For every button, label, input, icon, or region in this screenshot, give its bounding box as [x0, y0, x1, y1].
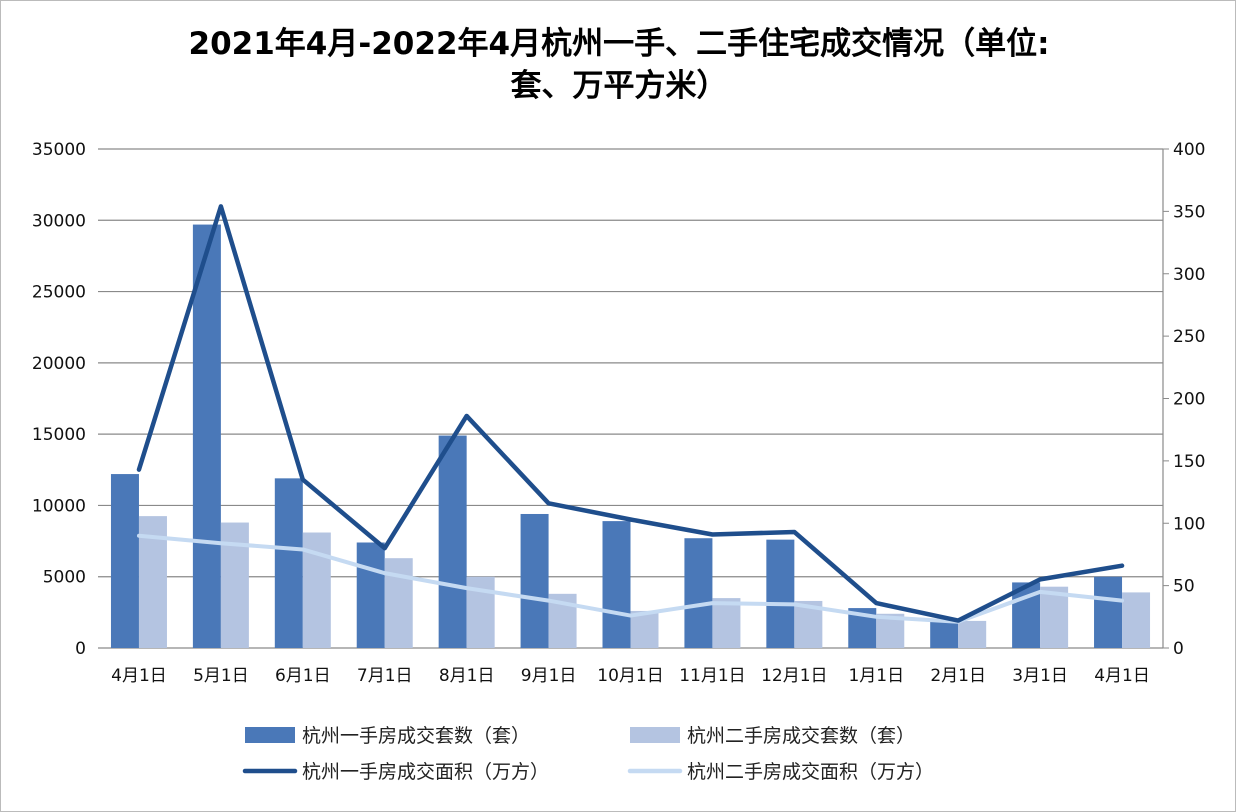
bar-1 [192, 224, 221, 648]
chart-title-line-1: 2021年4月-2022年4月杭州一手、二手住宅成交情况（单位: [188, 26, 1050, 62]
y-right-tick-label: 0 [1173, 639, 1184, 659]
x-tick-label: 7月1日 [357, 666, 413, 686]
bar-2 [712, 598, 741, 648]
bar-2 [958, 620, 987, 648]
chart-title-line-2: 套、万平方米） [510, 68, 728, 104]
legend-swatch-bar [245, 727, 295, 743]
y-left-tick-label: 10000 [32, 496, 86, 516]
bar-2 [384, 558, 413, 648]
y-left-tick-label: 35000 [32, 140, 86, 160]
y-right-tick-label: 150 [1173, 452, 1205, 472]
x-tick-label: 9月1日 [521, 666, 577, 686]
bar-1 [274, 478, 303, 648]
bar-2 [630, 610, 659, 648]
y-left-tick-label: 30000 [32, 211, 86, 231]
y-left-tick-label: 0 [75, 639, 86, 659]
legend-label: 杭州一手房成交面积（万方） [302, 761, 549, 783]
x-tick-label: 10月1日 [597, 666, 663, 686]
bar-1 [438, 435, 467, 648]
y-right-tick-label: 250 [1173, 327, 1205, 347]
x-tick-label: 4月1日 [111, 666, 167, 686]
bar-1 [766, 539, 795, 648]
y-right-tick-label: 50 [1173, 577, 1195, 597]
x-tick-label: 12月1日 [761, 666, 827, 686]
bar-1 [1094, 576, 1123, 648]
y-left-tick-label: 20000 [32, 354, 86, 374]
x-tick-label: 4月1日 [1094, 666, 1150, 686]
x-tick-label: 5月1日 [193, 666, 249, 686]
x-tick-label: 6月1日 [275, 666, 331, 686]
y-right-tick-label: 300 [1173, 265, 1205, 285]
y-right-tick-label: 350 [1173, 202, 1205, 222]
legend-label: 杭州二手房成交套数（套） [687, 725, 915, 747]
bar-2 [220, 522, 249, 648]
y-left-tick-label: 5000 [43, 568, 86, 588]
x-tick-label: 3月1日 [1012, 666, 1068, 686]
line-series-1 [136, 204, 1125, 623]
y-left-tick-label: 15000 [32, 425, 86, 445]
bar-2 [1122, 592, 1151, 648]
bar-2 [1040, 586, 1069, 648]
x-tick-label: 8月1日 [439, 666, 495, 686]
y-right-tick-label: 100 [1173, 514, 1205, 534]
bar-1 [110, 474, 139, 648]
legend-label: 杭州二手房成交面积（万方） [687, 761, 934, 783]
bar-1 [520, 513, 549, 648]
x-tick-label: 1月1日 [848, 666, 904, 686]
y-right-tick-label: 200 [1173, 390, 1205, 410]
legend-swatch-bar [630, 727, 680, 743]
y-right-tick-label: 400 [1173, 140, 1205, 160]
chart-title: 2021年4月-2022年4月杭州一手、二手住宅成交情况（单位: 套、万平方米） [61, 23, 1177, 107]
bar-1 [356, 542, 385, 648]
legend-label: 杭州一手房成交套数（套） [302, 725, 530, 747]
y-left-tick-label: 25000 [32, 283, 86, 303]
bar-1 [684, 538, 713, 648]
bar-1 [930, 619, 959, 648]
x-tick-label: 11月1日 [679, 666, 745, 686]
x-tick-label: 2月1日 [930, 666, 986, 686]
bar-1 [602, 521, 631, 648]
